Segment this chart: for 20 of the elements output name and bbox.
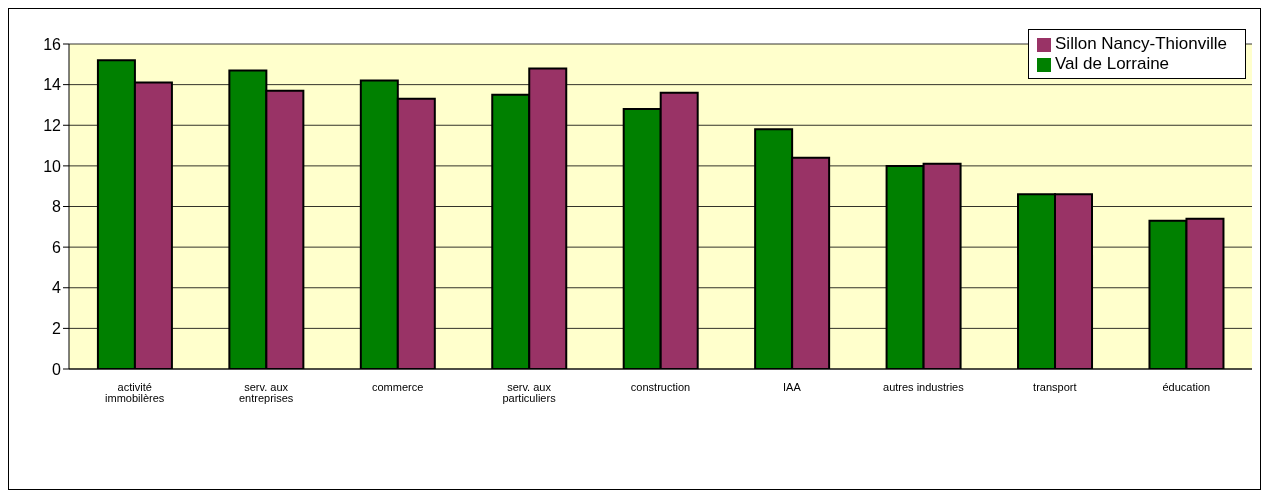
x-tick-label: autres industries xyxy=(883,380,965,393)
legend-label: Val de Lorraine xyxy=(1055,54,1170,73)
x-tick-label: construction xyxy=(630,380,691,393)
y-tick-label: 10 xyxy=(43,157,62,175)
y-tick-label: 8 xyxy=(52,198,62,216)
x-tick-label: serv. aux particuliers xyxy=(502,380,557,404)
x-tick-label: activité immobilères xyxy=(105,380,165,404)
x-tick-label: commerce xyxy=(371,380,424,393)
y-tick-label: 2 xyxy=(52,320,62,338)
y-tick-label: 4 xyxy=(52,279,62,297)
x-tick-label: IAA xyxy=(783,380,802,393)
x-tick-label: éducation xyxy=(1162,380,1211,393)
y-tick-label: 6 xyxy=(52,238,62,256)
x-tick-label: serv. aux entreprises xyxy=(238,380,294,404)
legend-label: Sillon Nancy-Thionville xyxy=(1055,34,1227,53)
y-tick-label: 12 xyxy=(43,116,62,134)
x-tick-label: transport xyxy=(1033,380,1077,393)
y-tick-label: 16 xyxy=(43,35,62,53)
y-tick-label: 14 xyxy=(43,76,62,94)
y-tick-label: 0 xyxy=(52,360,62,378)
